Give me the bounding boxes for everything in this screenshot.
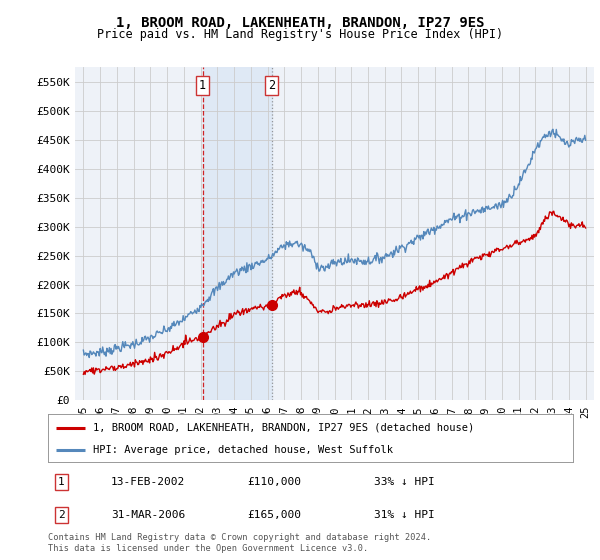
Text: Contains HM Land Registry data © Crown copyright and database right 2024.
This d: Contains HM Land Registry data © Crown c…	[48, 533, 431, 553]
Text: £110,000: £110,000	[248, 477, 302, 487]
Text: 31% ↓ HPI: 31% ↓ HPI	[373, 510, 434, 520]
Text: 13-FEB-2002: 13-FEB-2002	[111, 477, 185, 487]
Text: 2: 2	[268, 80, 275, 92]
Text: 31-MAR-2006: 31-MAR-2006	[111, 510, 185, 520]
Text: HPI: Average price, detached house, West Suffolk: HPI: Average price, detached house, West…	[92, 445, 392, 455]
Text: 33% ↓ HPI: 33% ↓ HPI	[373, 477, 434, 487]
Text: 1: 1	[58, 477, 65, 487]
Text: 1, BROOM ROAD, LAKENHEATH, BRANDON, IP27 9ES: 1, BROOM ROAD, LAKENHEATH, BRANDON, IP27…	[116, 16, 484, 30]
Text: 1: 1	[199, 80, 206, 92]
Text: 1, BROOM ROAD, LAKENHEATH, BRANDON, IP27 9ES (detached house): 1, BROOM ROAD, LAKENHEATH, BRANDON, IP27…	[92, 423, 474, 433]
Text: £165,000: £165,000	[248, 510, 302, 520]
Text: Price paid vs. HM Land Registry's House Price Index (HPI): Price paid vs. HM Land Registry's House …	[97, 28, 503, 41]
Text: 2: 2	[58, 510, 65, 520]
Bar	[203, 67, 272, 400]
